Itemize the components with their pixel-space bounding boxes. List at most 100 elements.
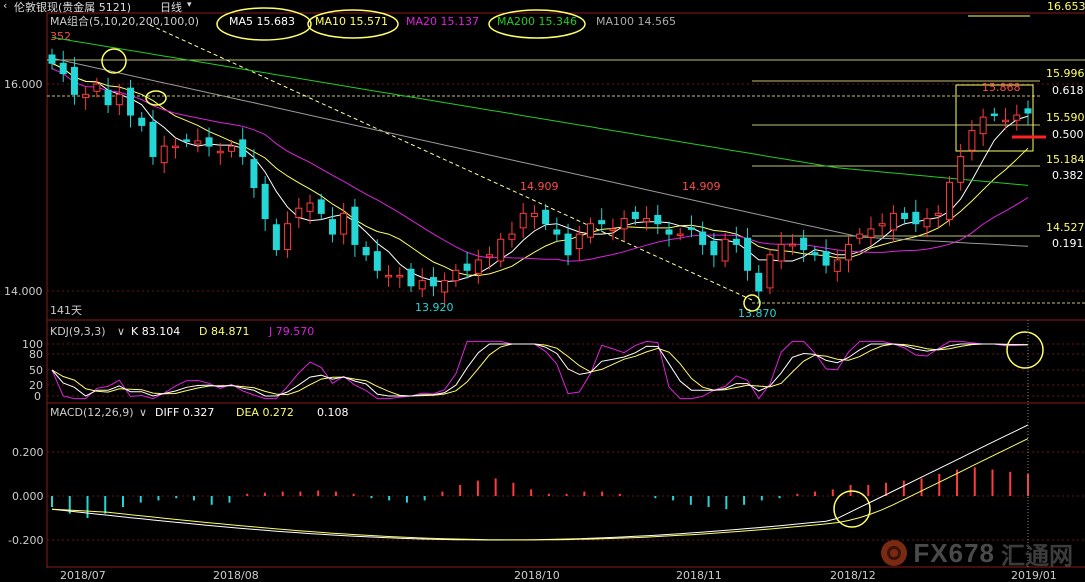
candle-body <box>631 211 639 220</box>
candle-body <box>777 243 785 262</box>
kdj-j: J 79.570 <box>268 325 314 338</box>
trendline <box>149 24 753 301</box>
candle-body <box>160 145 168 164</box>
macd-y-0200: 0.200 <box>12 446 44 459</box>
ma200-label: MA200 15.346 <box>497 15 577 28</box>
candle-body <box>183 139 191 142</box>
candles <box>48 48 1032 305</box>
kdj-highlight-circle <box>1006 331 1044 369</box>
x-tick: 2018/08 <box>213 569 259 582</box>
candle-body <box>575 233 583 250</box>
fib-14527: 14.527 <box>1046 221 1085 234</box>
macd-dea-line <box>51 438 1029 541</box>
candle-body <box>82 93 90 98</box>
candle-body <box>149 121 157 157</box>
kdj-y-80: 80 <box>29 348 43 361</box>
watermark-text: FX678 <box>913 537 995 568</box>
macd-bars <box>51 467 1029 518</box>
candle-body <box>418 280 426 290</box>
candle-body <box>1024 108 1032 114</box>
macd-lines <box>51 424 1029 541</box>
kdj-lines <box>51 340 1029 400</box>
kdj-arrow[interactable]: ∨ <box>117 325 125 338</box>
candle-body <box>486 254 494 258</box>
candle-body <box>766 254 774 289</box>
fib-15996: 15.996 <box>1046 67 1085 80</box>
back-arrow-icon[interactable]: ‹ <box>3 0 8 12</box>
candle-body <box>340 212 348 235</box>
top-price-label: 16.653 <box>1047 0 1085 13</box>
days-label: 141天 <box>50 304 82 317</box>
watermark-cn: 汇通网 <box>1001 541 1073 570</box>
price-circles <box>101 48 761 312</box>
candle-body <box>822 251 830 266</box>
candle-body <box>362 247 370 256</box>
kdj-k: K 83.104 <box>131 325 180 338</box>
macd-label: MACD(12,26,9) <box>50 406 134 419</box>
candle-body <box>519 212 527 229</box>
candle-body <box>945 181 953 221</box>
candle-body <box>968 130 976 151</box>
ma-legend-prefix: MA组合(5,10,20,200,100,0) <box>50 14 199 28</box>
x-tick: 2019/01 <box>1011 569 1057 582</box>
candle-body <box>261 183 269 220</box>
candle-body <box>115 93 123 106</box>
chevron-down-icon[interactable]: ▾ <box>187 0 192 10</box>
candle-body <box>878 223 886 227</box>
kdj-d: D 84.871 <box>199 325 249 338</box>
candle-body <box>508 233 516 240</box>
kdj-y-20: 20 <box>29 379 43 392</box>
fib-lines <box>47 59 1085 304</box>
candle-body <box>923 218 931 228</box>
candle-body <box>104 89 112 106</box>
candle-body <box>889 212 897 231</box>
candle-body <box>833 259 841 272</box>
candle-body <box>407 268 415 287</box>
x-tick: 2018/11 <box>676 569 722 582</box>
candle-body <box>620 218 628 230</box>
peak-15868: 15.868 <box>982 81 1021 94</box>
fib-15590: 15.590 <box>1046 111 1085 124</box>
ma10-label: MA10 15.571 <box>315 15 388 28</box>
candle-body <box>429 277 437 287</box>
candle-body <box>59 62 67 75</box>
peak-14909-b: 14.909 <box>682 180 721 193</box>
candle-body <box>744 237 752 271</box>
x-tick: 2018/12 <box>830 569 876 582</box>
fib-0500: 0.500 <box>1052 128 1084 141</box>
candle-body <box>306 202 314 212</box>
candle-body <box>990 113 998 117</box>
ma200-line <box>51 36 1029 186</box>
candle-body <box>598 220 606 225</box>
candle-body <box>699 231 707 245</box>
candle-body <box>676 233 684 237</box>
candle-body <box>239 139 247 157</box>
peak-14909-a: 14.909 <box>520 180 559 193</box>
ma100-label: MA100 14.565 <box>596 15 676 28</box>
candle-body <box>542 209 550 225</box>
candle-body <box>811 252 819 256</box>
candle-body <box>194 140 202 145</box>
candle-body <box>845 243 853 261</box>
candle-body <box>474 259 482 274</box>
macd-arrow[interactable]: ∨ <box>139 406 147 419</box>
candle-body <box>328 219 336 235</box>
x-tick: 2018/10 <box>514 569 560 582</box>
candle-body <box>721 238 729 262</box>
x-tick: 2018/07 <box>60 569 106 582</box>
candle-body <box>396 274 404 278</box>
candle-body <box>48 54 56 64</box>
macd-highlight-circle <box>833 490 871 528</box>
candle-body <box>609 228 617 231</box>
x-axis: 2018/07 2018/08 2018/10 2018/11 2018/12 … <box>60 569 1057 582</box>
period-selector[interactable]: 日线 <box>160 1 182 14</box>
candle-body <box>93 83 101 92</box>
candle-body <box>127 87 135 116</box>
candle-body <box>643 218 651 223</box>
candle-body <box>227 145 235 152</box>
candle-body <box>710 240 718 256</box>
kdj-label: KDJ(9,3,3) <box>50 325 106 338</box>
kdj-k-line <box>51 343 1028 397</box>
candle-body <box>912 211 920 225</box>
